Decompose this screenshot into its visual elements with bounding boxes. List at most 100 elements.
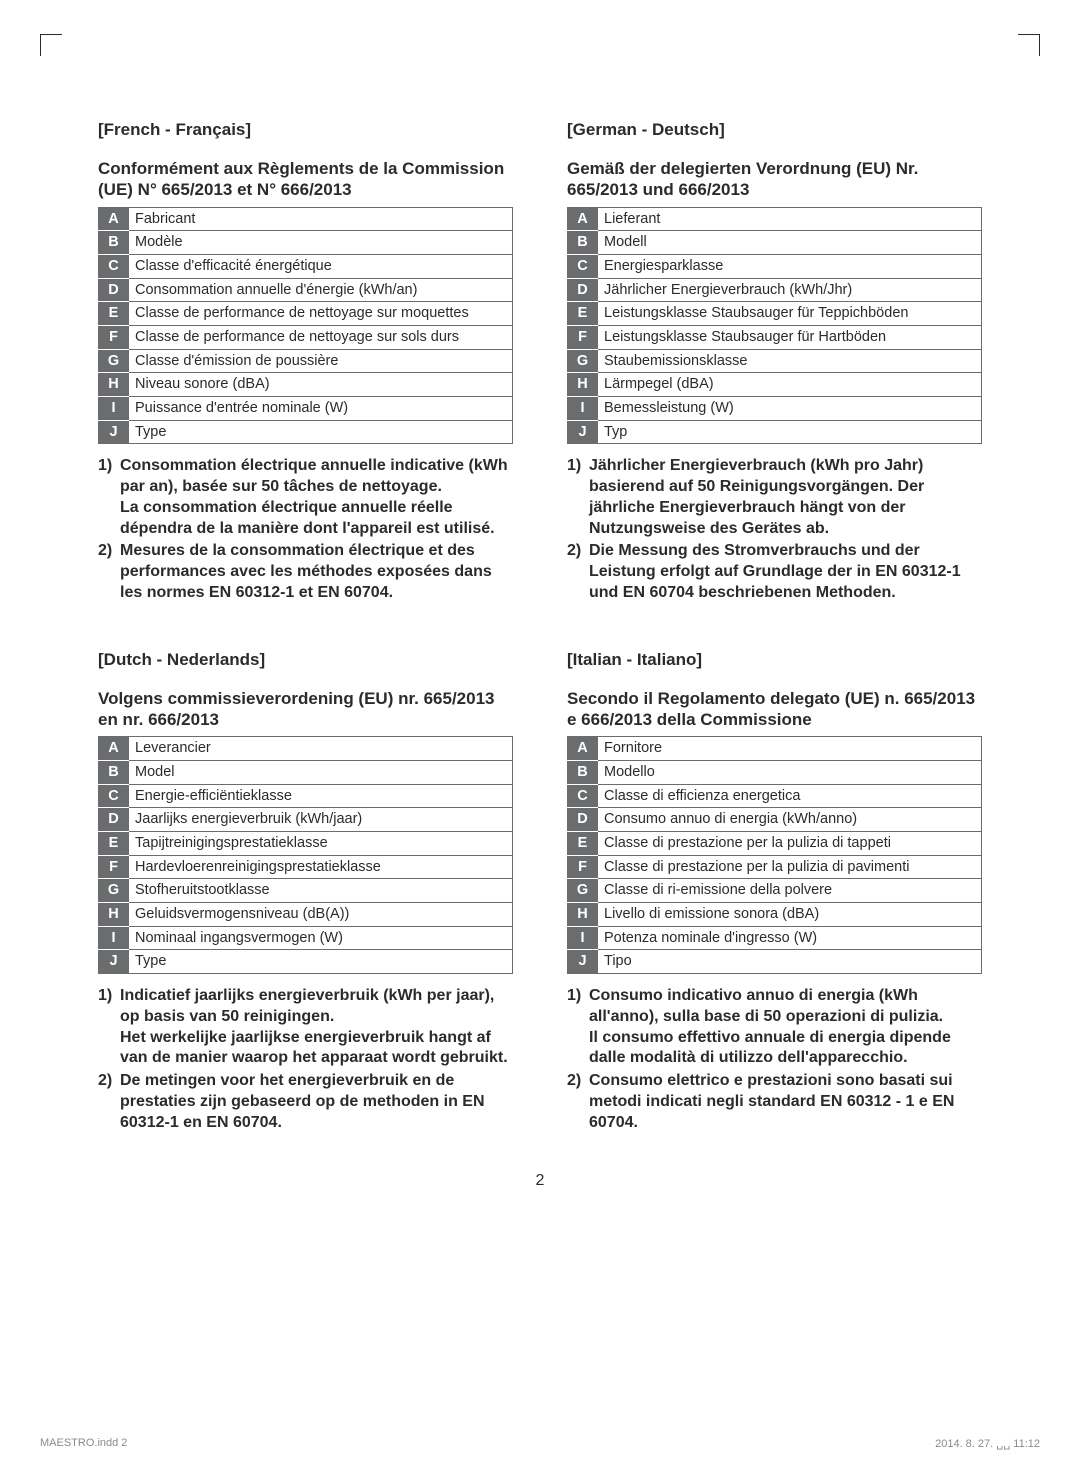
row-value: Consumo annuo di energia (kWh/anno) [598,808,982,832]
notes: 1)Consommation électrique annuelle indic… [98,456,513,604]
note-body: Die Messung des Stromverbrauchs und der … [589,541,982,603]
row-key: E [99,302,129,326]
table-row: GStofheruitstootklasse [99,879,513,903]
row-key: H [99,373,129,397]
table-row: BModello [568,760,982,784]
row-key: F [568,855,598,879]
row-value: Tipo [598,950,982,974]
note-paragraph: La consommation électrique annuelle réel… [120,498,513,540]
row-key: F [99,325,129,349]
note-paragraph: Mesures de la consommation électrique et… [120,541,513,603]
table-row: GClasse d'émission de poussière [99,349,513,373]
subheading: Volgens commissieverordening (EU) nr. 66… [98,688,513,731]
row-key: C [99,254,129,278]
row-value: Bemessleistung (W) [598,396,982,420]
table-row: HGeluidsvermogensniveau (dB(A)) [99,903,513,927]
table-row: DJaarlijks energieverbruik (kWh/jaar) [99,808,513,832]
table-row: FClasse di prestazione per la pulizia di… [568,855,982,879]
heading: [French - Français] [98,120,513,140]
table-row: ELeistungsklasse Staubsauger für Teppich… [568,302,982,326]
row-key: J [99,950,129,974]
table-row: HLärmpegel (dBA) [568,373,982,397]
table-row: IPuissance d'entrée nominale (W) [99,396,513,420]
row-key: A [99,737,129,761]
print-footer: MAESTRO.indd 2 2014. 8. 27. ␣␣ 11:12 [40,1437,1040,1450]
row-value: Jährlicher Energieverbrauch (kWh/Jhr) [598,278,982,302]
row-value: Energie-efficiëntieklasse [129,784,513,808]
row-key: I [568,926,598,950]
row-value: Fornitore [598,737,982,761]
definition-table: ALeverancierBModelCEnergie-efficiëntiekl… [98,736,513,974]
row-key: D [99,808,129,832]
row-key: A [99,207,129,231]
row-value: Puissance d'entrée nominale (W) [129,396,513,420]
section-french: [French - Français] Conformément aux Règ… [98,120,513,606]
row-key: G [568,879,598,903]
row-value: Consommation annuelle d'énergie (kWh/an) [129,278,513,302]
row-key: B [99,231,129,255]
row-key: D [99,278,129,302]
row-value: Classe di efficienza energetica [598,784,982,808]
row-value: Leistungsklasse Staubsauger für Teppichb… [598,302,982,326]
row-key: B [568,760,598,784]
table-row: FHardevloerenreinigingsprestatieklasse [99,855,513,879]
row-key: F [568,325,598,349]
note-item: 2)De metingen voor het energieverbruik e… [98,1071,513,1133]
row-key: H [568,373,598,397]
note-paragraph: Het werkelijke jaarlijkse energieverbrui… [120,1028,513,1070]
note-item: 1)Consumo indicativo annuo di energia (k… [567,986,982,1069]
table-row: AFabricant [99,207,513,231]
row-key: E [568,831,598,855]
definition-table: AFornitoreBModelloCClasse di efficienza … [567,736,982,974]
note-number: 1) [567,986,589,1069]
subheading: Secondo il Regolamento delegato (UE) n. … [567,688,982,731]
row-key: D [568,808,598,832]
row-key: D [568,278,598,302]
table-row: JTyp [568,420,982,444]
note-body: Mesures de la consommation électrique et… [120,541,513,603]
note-paragraph: Indicatief jaarlijks energieverbruik (kW… [120,986,513,1028]
table-row: HLivello di emissione sonora (dBA) [568,903,982,927]
table-row: CClasse d'efficacité énergétique [99,254,513,278]
row-value: Nominaal ingangsvermogen (W) [129,926,513,950]
table-row: DConsommation annuelle d'énergie (kWh/an… [99,278,513,302]
table-row: IBemessleistung (W) [568,396,982,420]
row-key: G [568,349,598,373]
note-paragraph: Il consumo effettivo annuale di energia … [589,1028,982,1070]
table-row: GClasse di ri-emissione della polvere [568,879,982,903]
note-paragraph: Consumo indicativo annuo di energia (kWh… [589,986,982,1028]
table-row: EClasse di prestazione per la pulizia di… [568,831,982,855]
section-german: [German - Deutsch] Gemäß der delegierten… [567,120,982,606]
note-body: Indicatief jaarlijks energieverbruik (kW… [120,986,513,1069]
table-row: CEnergiesparklasse [568,254,982,278]
table-row: ETapijtreinigingsprestatieklasse [99,831,513,855]
row-value: Hardevloerenreinigingsprestatieklasse [129,855,513,879]
table-row: INominaal ingangsvermogen (W) [99,926,513,950]
note-body: Consumo elettrico e prestazioni sono bas… [589,1071,982,1133]
section-italian: [Italian - Italiano] Secondo il Regolame… [567,650,982,1136]
row-value: Model [129,760,513,784]
note-item: 1)Indicatief jaarlijks energieverbruik (… [98,986,513,1069]
note-body: Consumo indicativo annuo di energia (kWh… [589,986,982,1069]
table-row: JTipo [568,950,982,974]
table-row: JType [99,420,513,444]
table-row: HNiveau sonore (dBA) [99,373,513,397]
crop-mark [40,34,62,56]
table-row: AFornitore [568,737,982,761]
table-row: BModell [568,231,982,255]
heading: [Italian - Italiano] [567,650,982,670]
table-row: GStaubemissionsklasse [568,349,982,373]
row-key: H [99,903,129,927]
table-row: BModèle [99,231,513,255]
row-value: Leverancier [129,737,513,761]
row-key: E [568,302,598,326]
row-value: Potenza nominale d'ingresso (W) [598,926,982,950]
heading: [German - Deutsch] [567,120,982,140]
row-key: I [99,396,129,420]
row-value: Classe di ri-emissione della polvere [598,879,982,903]
heading: [Dutch - Nederlands] [98,650,513,670]
notes: 1)Consumo indicativo annuo di energia (k… [567,986,982,1134]
row-value: Modell [598,231,982,255]
table-row: JType [99,950,513,974]
crop-mark [1018,34,1040,56]
